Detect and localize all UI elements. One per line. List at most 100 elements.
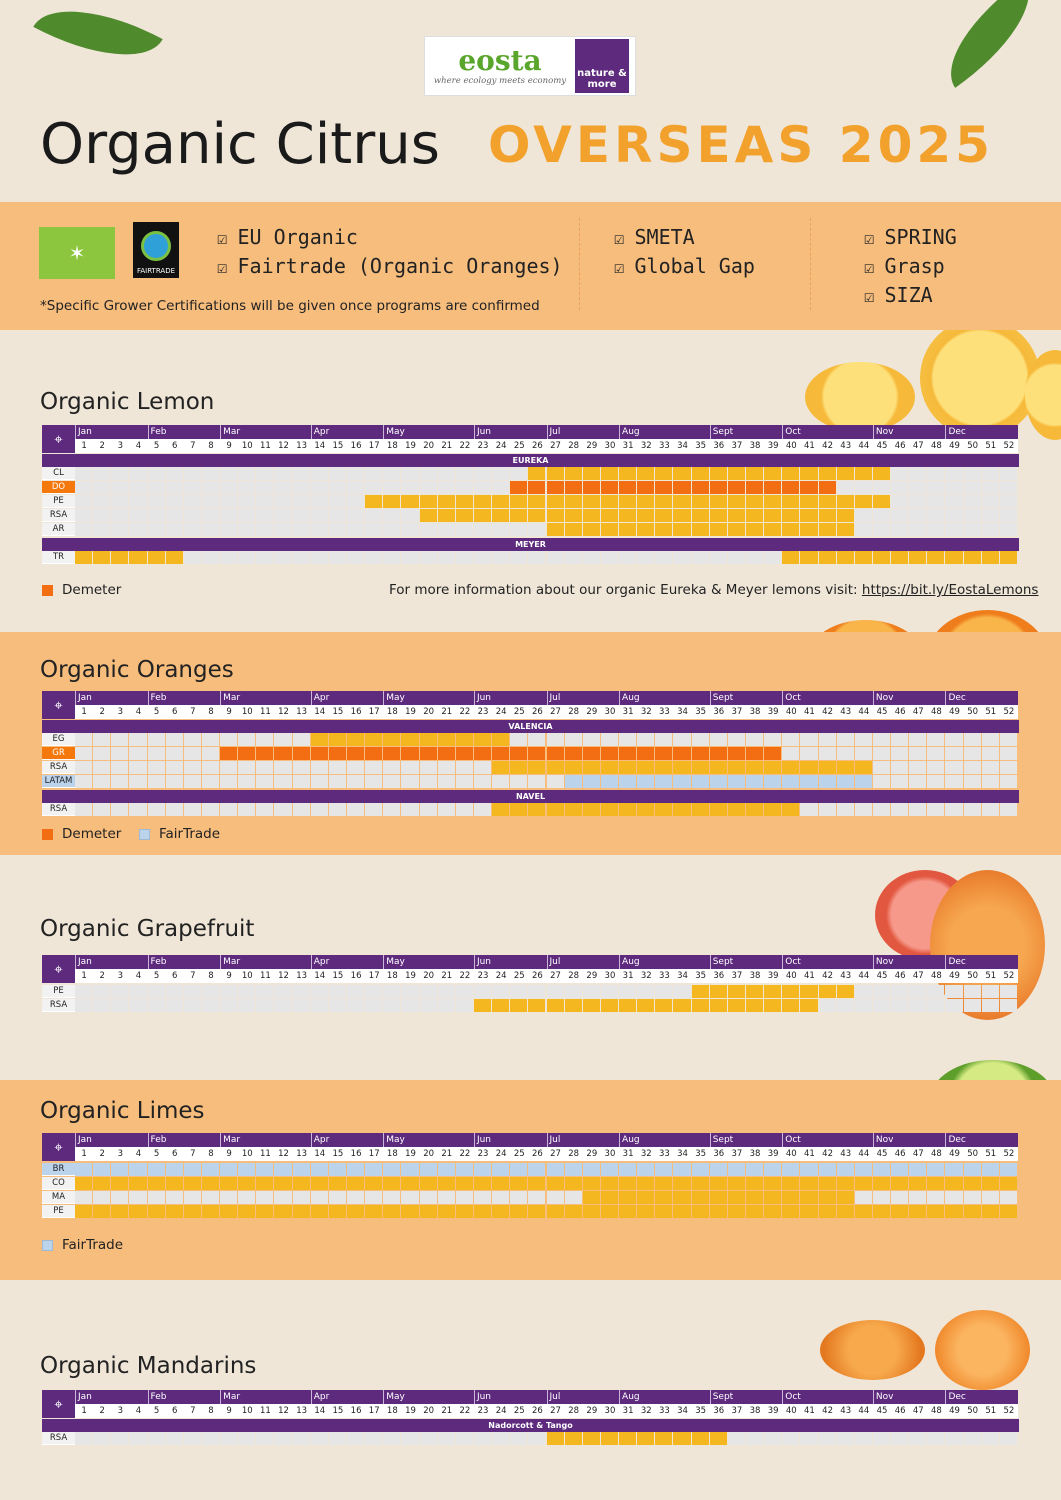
week-number: 48 [930, 971, 942, 981]
availability-cell [510, 1177, 528, 1190]
month-label: Jul [546, 1133, 620, 1147]
availability-cell [745, 481, 764, 494]
availability-cell [220, 1205, 238, 1218]
empty-cell [745, 1432, 764, 1445]
week-number: 5 [153, 1149, 160, 1159]
month-label: Feb [147, 955, 221, 969]
empty-cell [147, 523, 165, 536]
empty-cell [401, 1191, 419, 1204]
week-number: 43 [840, 1149, 852, 1159]
month-label: Mar [220, 1390, 311, 1404]
empty-cell [220, 467, 238, 480]
week-number: 5 [153, 971, 160, 981]
empty-cell [93, 1191, 111, 1204]
availability-cell [709, 1191, 727, 1204]
empty-cell [963, 523, 981, 536]
empty-cell [564, 1191, 582, 1204]
empty-cell [274, 1432, 292, 1445]
empty-cell [510, 985, 528, 998]
eosta-logo-text: eosta [458, 44, 542, 77]
empty-cell [999, 733, 1017, 746]
empty-cell [473, 551, 492, 564]
empty-cell [419, 775, 437, 788]
empty-cell [383, 761, 401, 774]
empty-cell [419, 985, 437, 998]
week-number: 25 [513, 1149, 525, 1159]
week-number: 2 [99, 1149, 105, 1159]
availability-cell [492, 1205, 510, 1218]
empty-cell [347, 1191, 365, 1204]
availability-cell [764, 803, 782, 816]
empty-cell [220, 495, 238, 508]
availability-cell [510, 761, 528, 774]
empty-cell [492, 775, 510, 788]
empty-cell [220, 803, 238, 816]
availability-cell [510, 1163, 528, 1176]
availability-cell [891, 1163, 909, 1176]
empty-cell [383, 551, 401, 564]
availability-cell [800, 495, 818, 508]
empty-cell [147, 1191, 165, 1204]
availability-cell [564, 1205, 582, 1218]
availability-cell [836, 775, 854, 788]
week-number: 44 [858, 707, 870, 717]
availability-cell [691, 775, 709, 788]
origin-label: BR [42, 1163, 75, 1176]
empty-cell [238, 523, 256, 536]
week-number: 2 [99, 1406, 105, 1416]
availability-cell [745, 1205, 764, 1218]
week-number: 22 [459, 1149, 471, 1159]
availability-cell [582, 481, 600, 494]
availability-cell [818, 509, 836, 522]
availability-cell [492, 509, 510, 522]
month-label: Jan [75, 955, 148, 969]
empty-cell [437, 803, 455, 816]
empty-cell [836, 733, 854, 746]
empty-cell [75, 481, 93, 494]
availability-cell [220, 1177, 238, 1190]
empty-cell [129, 509, 147, 522]
empty-cell [981, 467, 999, 480]
availability-cell [655, 775, 673, 788]
origin-row: TR [42, 551, 1019, 565]
empty-cell [93, 985, 111, 998]
availability-cell [365, 1177, 383, 1190]
week-number: 7 [190, 441, 196, 451]
availability-cell [600, 761, 619, 774]
week-number: 39 [767, 707, 779, 717]
empty-cell [945, 761, 963, 774]
availability-cell [673, 523, 691, 536]
availability-cell [836, 1191, 854, 1204]
origin-row: PE [42, 1205, 1019, 1219]
lemon-info-link[interactable]: https://bit.ly/EostaLemons [861, 582, 1039, 598]
empty-cell [419, 1432, 437, 1445]
availability-cell [183, 1163, 201, 1176]
empty-cell [328, 803, 346, 816]
empty-cell [999, 999, 1017, 1012]
availability-cell [401, 747, 419, 760]
empty-cell [256, 1191, 274, 1204]
availability-cell [637, 523, 655, 536]
availability-cell [764, 761, 782, 774]
empty-cell [75, 747, 93, 760]
availability-cell [727, 747, 745, 760]
empty-cell [347, 523, 365, 536]
availability-cell [546, 523, 564, 536]
empty-cell [927, 1432, 945, 1445]
week-number: 31 [622, 441, 634, 451]
week-number: 30 [604, 707, 616, 717]
week-number: 29 [586, 707, 598, 717]
empty-cell [129, 733, 147, 746]
week-number: 5 [153, 707, 160, 717]
month-label: Jul [546, 1390, 620, 1404]
availability-cell [854, 761, 872, 774]
availability-cell [854, 495, 872, 508]
week-number: 22 [459, 1406, 471, 1416]
week-number: 8 [208, 441, 214, 451]
availability-cell [800, 1205, 818, 1218]
empty-cell [999, 1191, 1017, 1204]
empty-cell [945, 481, 963, 494]
empty-cell [473, 775, 492, 788]
empty-cell [365, 985, 383, 998]
week-number: 32 [640, 441, 652, 451]
